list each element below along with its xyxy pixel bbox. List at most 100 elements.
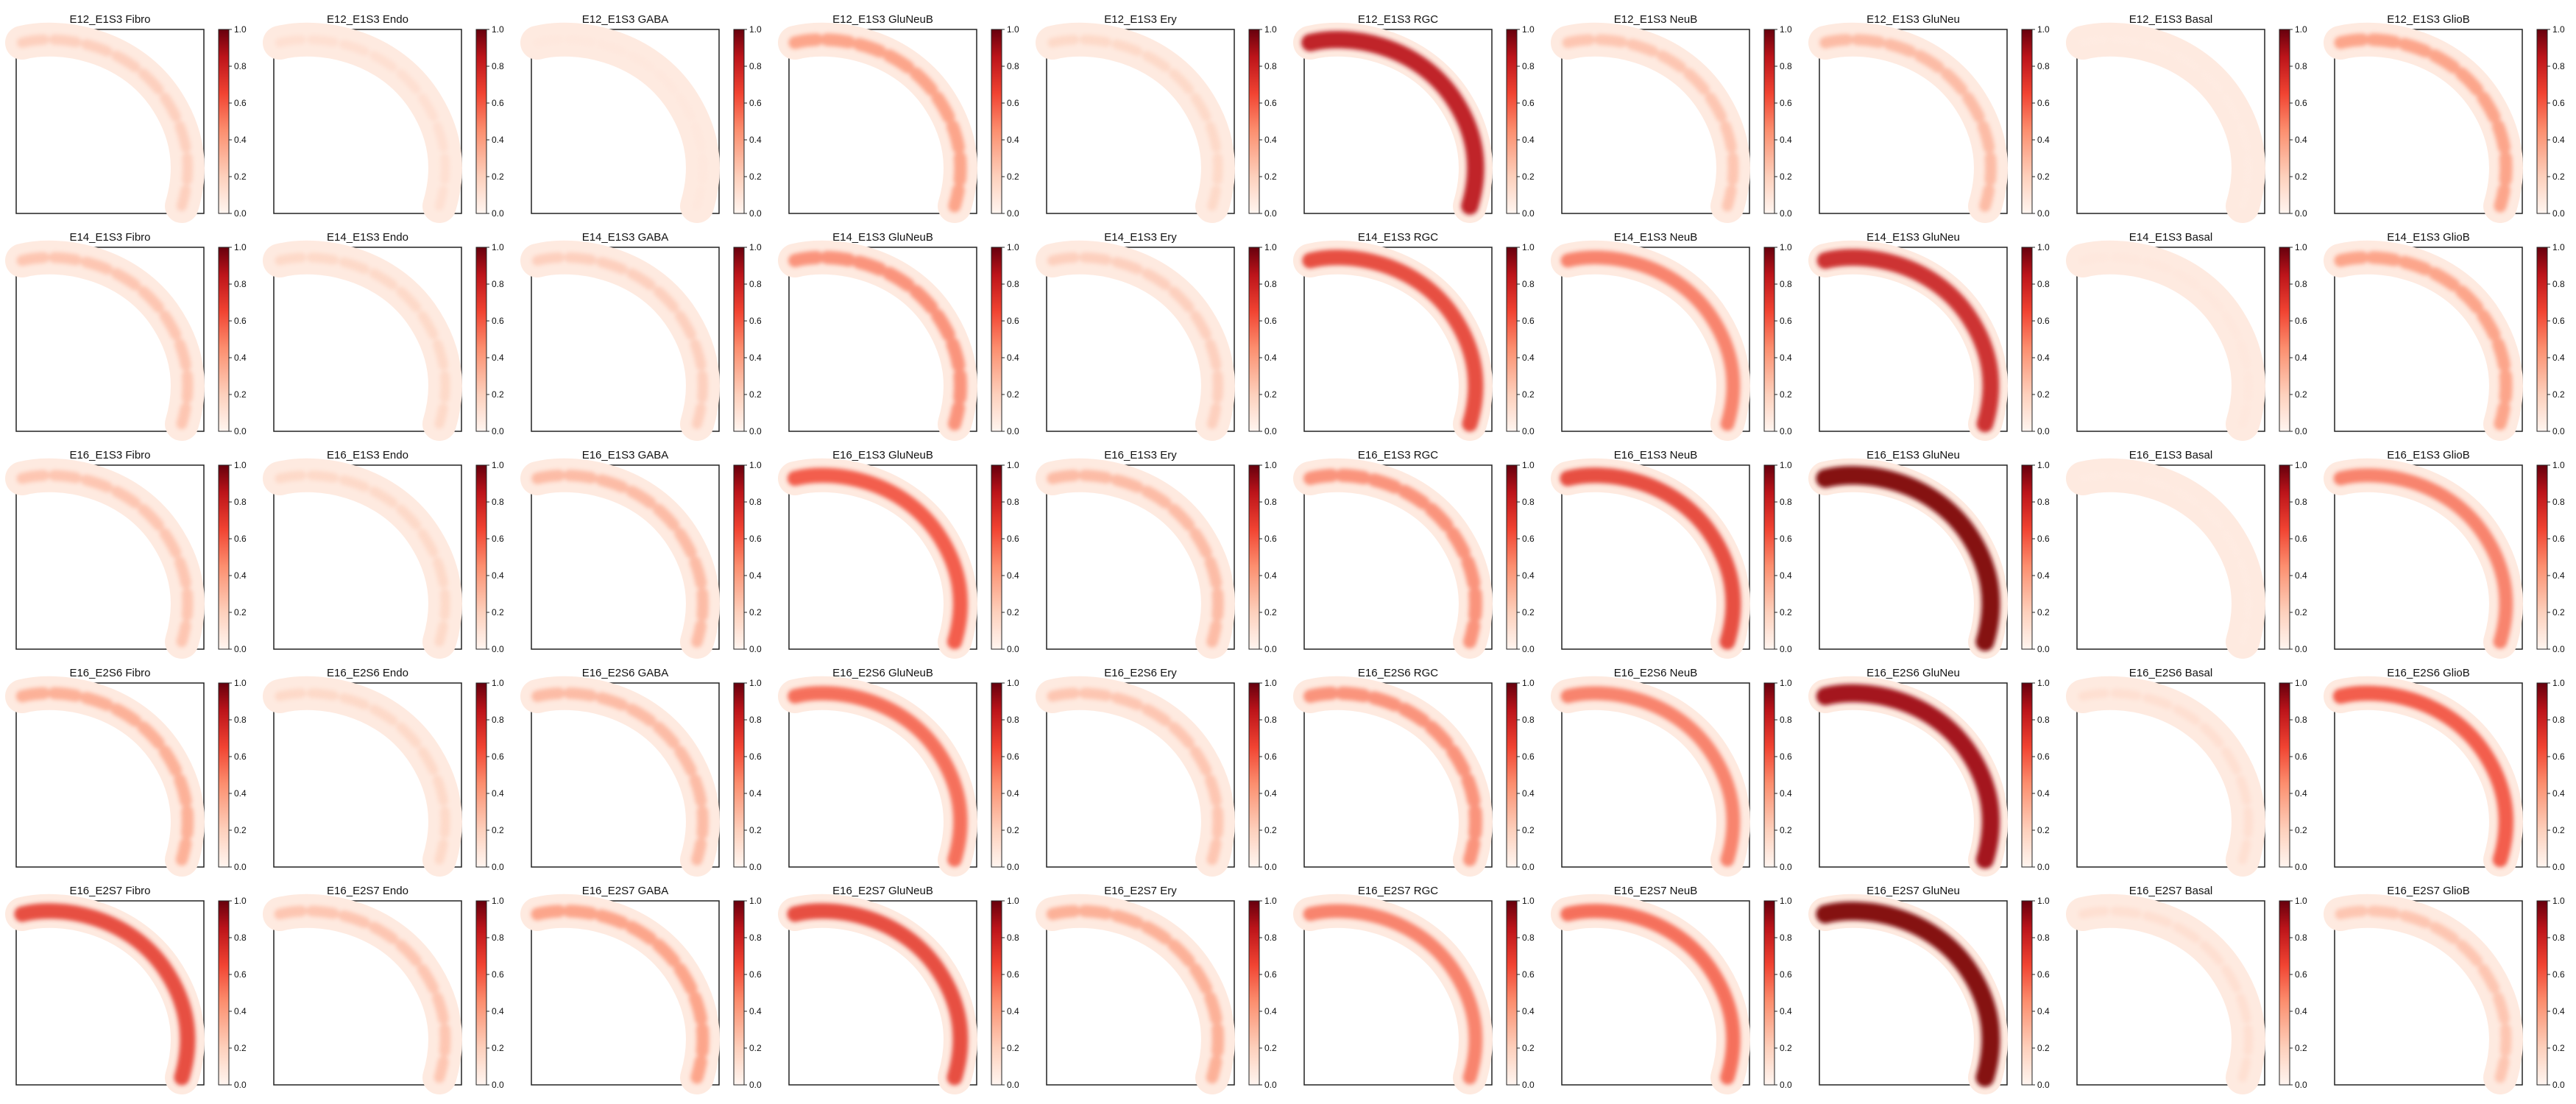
colorbar-tick-label: 0.8 xyxy=(2295,279,2307,289)
tissue-signal xyxy=(1047,35,1223,211)
colorbar-tick-label: 0.2 xyxy=(2552,1043,2565,1053)
colorbar-tick-label: 0.8 xyxy=(492,933,504,943)
tissue-signal xyxy=(1303,468,1482,648)
panel-title: E16_E1S3 Ery xyxy=(1104,449,1177,461)
colorbar: 0.0 0.2 0.4 0.6 0.8 1.0 xyxy=(218,24,247,219)
colorbar-tick-label: 0.6 xyxy=(1007,534,1019,544)
colorbar-tick-label: 0.0 xyxy=(749,426,762,436)
panel-E16_E2S7-Basal: E16_E2S7 Basal 0.0 0.2 0.4 0.6 0.8 1.0 xyxy=(2066,885,2307,1094)
colorbar: 0.0 0.2 0.4 0.6 0.8 1.0 xyxy=(2536,896,2565,1090)
colorbar: 0.0 0.2 0.4 0.6 0.8 1.0 xyxy=(991,24,1019,219)
panel-E16_E1S3-RGC: E16_E1S3 RGC 0.0 0.2 0.4 0.6 0.8 1.0 xyxy=(1293,449,1535,659)
colorbar-tick-label: 0.2 xyxy=(2295,607,2307,618)
panel-E16_E2S6-NeuB: E16_E2S6 NeuB 0.0 0.2 0.4 0.6 0.8 1.0 xyxy=(1551,667,1792,877)
colorbar-tick-label: 0.8 xyxy=(234,933,247,943)
colorbar-gradient xyxy=(475,29,487,214)
colorbar-tick-label: 0.8 xyxy=(1264,933,1277,943)
colorbar: 0.0 0.2 0.4 0.6 0.8 1.0 xyxy=(1248,242,1277,436)
colorbar-tick-label: 0.2 xyxy=(1264,389,1277,400)
colorbar-tick-label: 0.4 xyxy=(2037,353,2050,363)
colorbar-tick-label: 0.2 xyxy=(1007,825,1019,835)
colorbar-tick-label: 0.8 xyxy=(2037,497,2050,507)
colorbar-tick-label: 0.6 xyxy=(1264,316,1277,326)
colorbar-gradient xyxy=(475,464,487,650)
colorbar-tick-label: 0.8 xyxy=(1522,61,1535,71)
colorbar: 0.0 0.2 0.4 0.6 0.8 1.0 xyxy=(2021,24,2050,219)
colorbar-tick-label: 1.0 xyxy=(1522,460,1535,470)
panel-E14_E1S3-Fibro: E14_E1S3 Fibro 0.0 0.2 0.4 0.6 0.8 1.0 xyxy=(5,231,247,441)
panel-title: E14_E1S3 GlioB xyxy=(2387,231,2470,244)
colorbar-tick-label: 0.2 xyxy=(1007,389,1019,400)
panel-E16_E1S3-GABA: E16_E1S3 GABA 0.0 0.2 0.4 0.6 0.8 1.0 xyxy=(520,449,762,659)
colorbar-tick-label: 0.4 xyxy=(1522,1006,1535,1016)
colorbar-tick-label: 0.6 xyxy=(1780,534,1792,544)
colorbar-tick-label: 1.0 xyxy=(1264,678,1277,688)
colorbar-gradient xyxy=(1506,247,1518,432)
colorbar-tick-label: 1.0 xyxy=(1780,896,1792,906)
tissue-signal xyxy=(1819,34,1997,212)
colorbar-gradient xyxy=(2536,247,2548,432)
colorbar-tick-label: 1.0 xyxy=(1007,242,1019,252)
colorbar-tick-label: 0.0 xyxy=(1522,426,1535,436)
colorbar-tick-label: 1.0 xyxy=(1780,242,1792,252)
panel-title: E14_E1S3 Basal xyxy=(2129,231,2212,244)
tissue-signal xyxy=(1560,467,1741,650)
colorbar: 0.0 0.2 0.4 0.6 0.8 1.0 xyxy=(1248,678,1277,872)
colorbar-tick-label: 0.8 xyxy=(749,933,762,943)
tissue-signal xyxy=(274,905,451,1083)
panel-title: E16_E2S7 Endo xyxy=(327,885,408,897)
colorbar-gradient xyxy=(2279,29,2290,214)
colorbar: 0.0 0.2 0.4 0.6 0.8 1.0 xyxy=(2279,678,2307,872)
colorbar-tick-label: 0.0 xyxy=(2037,862,2050,872)
colorbar-tick-label: 0.2 xyxy=(492,607,504,618)
colorbar-tick-label: 0.8 xyxy=(1264,61,1277,71)
colorbar-tick-label: 0.2 xyxy=(749,389,762,400)
colorbar-tick-label: 0.8 xyxy=(2552,715,2565,725)
panel-title: E16_E2S7 RGC xyxy=(1358,885,1438,897)
colorbar-tick-label: 0.6 xyxy=(2295,98,2307,108)
panel-E16_E2S7-Endo: E16_E2S7 Endo 0.0 0.2 0.4 0.6 0.8 1.0 xyxy=(263,885,504,1094)
tissue-signal xyxy=(531,687,709,866)
panel-E16_E2S7-NeuB: E16_E2S7 NeuB 0.0 0.2 0.4 0.6 0.8 1.0 xyxy=(1551,885,1792,1094)
colorbar-tick-label: 0.2 xyxy=(1522,607,1535,618)
tissue-signal xyxy=(532,252,708,429)
panel-title: E16_E1S3 NeuB xyxy=(1614,449,1697,461)
panel-E16_E2S6-GlioB: E16_E2S6 GlioB 0.0 0.2 0.4 0.6 0.8 1.0 xyxy=(2324,667,2565,877)
colorbar-tick-label: 1.0 xyxy=(234,678,247,688)
panel-title: E16_E2S6 Fibro xyxy=(69,667,150,679)
colorbar-tick-label: 0.6 xyxy=(2295,751,2307,762)
colorbar-gradient xyxy=(991,682,1002,868)
colorbar-gradient xyxy=(2279,682,2290,868)
colorbar: 0.0 0.2 0.4 0.6 0.8 1.0 xyxy=(2021,242,2050,436)
colorbar-tick-label: 0.6 xyxy=(749,534,762,544)
panel-title: E16_E1S3 Fibro xyxy=(69,449,150,461)
colorbar-gradient xyxy=(1506,464,1518,650)
colorbar-tick-label: 0.4 xyxy=(234,353,247,363)
panel-title: E16_E2S7 NeuB xyxy=(1614,885,1697,897)
colorbar-tick-label: 0.6 xyxy=(2295,969,2307,980)
panel-E16_E1S3-Ery: E16_E1S3 Ery 0.0 0.2 0.4 0.6 0.8 1.0 xyxy=(1036,449,1277,659)
colorbar-tick-label: 0.0 xyxy=(749,208,762,219)
colorbar-gradient xyxy=(733,464,745,650)
colorbar-tick-label: 1.0 xyxy=(749,896,762,906)
colorbar-gradient xyxy=(2536,29,2548,214)
colorbar-tick-label: 0.6 xyxy=(492,316,504,326)
colorbar-tick-label: 1.0 xyxy=(1264,242,1277,252)
colorbar-tick-label: 1.0 xyxy=(1522,896,1535,906)
colorbar-tick-label: 0.4 xyxy=(2552,570,2565,581)
colorbar: 0.0 0.2 0.4 0.6 0.8 1.0 xyxy=(475,678,504,872)
colorbar: 0.0 0.2 0.4 0.6 0.8 1.0 xyxy=(1506,24,1535,219)
tissue-signal xyxy=(787,903,969,1086)
tissue-signal xyxy=(531,905,710,1084)
colorbar-tick-label: 0.4 xyxy=(1264,353,1277,363)
panel-E14_E1S3-Endo: E14_E1S3 Endo 0.0 0.2 0.4 0.6 0.8 1.0 xyxy=(263,231,504,441)
colorbar-gradient xyxy=(733,247,745,432)
colorbar-tick-label: 0.2 xyxy=(1780,825,1792,835)
colorbar-tick-label: 0.0 xyxy=(1264,426,1277,436)
colorbar-tick-label: 0.2 xyxy=(1264,825,1277,835)
colorbar-tick-label: 0.8 xyxy=(1780,497,1792,507)
colorbar-tick-label: 0.4 xyxy=(2552,353,2565,363)
colorbar-tick-label: 0.2 xyxy=(2295,825,2307,835)
colorbar: 0.0 0.2 0.4 0.6 0.8 1.0 xyxy=(1506,896,1535,1090)
colorbar-tick-label: 0.6 xyxy=(2295,316,2307,326)
